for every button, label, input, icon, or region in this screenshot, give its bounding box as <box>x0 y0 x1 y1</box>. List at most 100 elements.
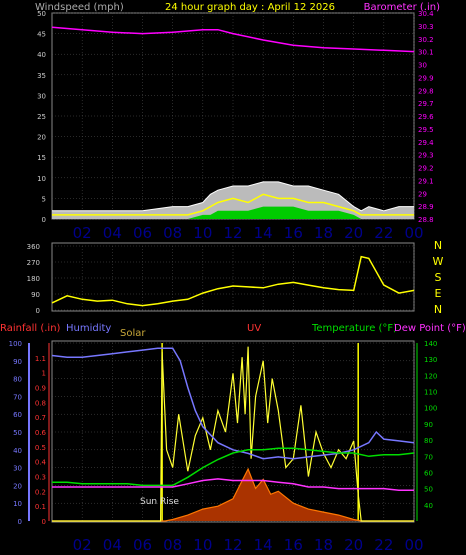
hour-tick-label: 14 <box>254 536 273 554</box>
temperature-tick-label: 140 <box>424 340 437 348</box>
windspeed-tick-label: 50 <box>37 10 46 18</box>
humidity-tick-label: 60 <box>13 411 22 419</box>
rainfall-tick-label: 0.2 <box>35 488 46 496</box>
temperature-tick-label: 80 <box>424 437 433 445</box>
rainfall-tick-label: 1 <box>42 370 46 378</box>
temperature-tick-label: 40 <box>424 502 433 510</box>
wind-gust-area <box>52 181 414 219</box>
wind-gust-line <box>52 181 414 212</box>
humidity-tick-label: 50 <box>13 429 22 437</box>
compass-label: N <box>434 239 442 252</box>
hour-tick-label: 20 <box>344 536 363 554</box>
direction-tick-label: 180 <box>27 275 40 283</box>
barometer-tick-label: 30.2 <box>418 36 434 44</box>
hour-tick-label: 10 <box>193 224 212 242</box>
hour-tick-label: 12 <box>223 536 242 554</box>
barometer-tick-label: 30 <box>418 62 427 70</box>
hour-tick-label: 06 <box>133 224 152 242</box>
barometer-tick-label: 29.7 <box>418 100 434 108</box>
rainfall-tick-label: 0.7 <box>35 414 46 422</box>
temperature-tick-label: 60 <box>424 469 433 477</box>
barometer-tick-label: 30.1 <box>418 49 434 57</box>
compass-label: N <box>434 303 442 316</box>
rainfall-tick-label: 0.6 <box>35 429 47 437</box>
hour-tick-label: 12 <box>223 224 242 242</box>
windspeed-tick-label: 0 <box>42 216 46 224</box>
barometer-line <box>51 26 415 53</box>
hour-tick-label: 22 <box>374 224 393 242</box>
hour-tick-label: 16 <box>284 536 303 554</box>
hour-tick-label: 18 <box>314 224 333 242</box>
barometer-axis-title: Barometer (.in) <box>364 2 440 13</box>
barometer-tick-label: 28.8 <box>418 216 434 224</box>
rainfall-tick-label: 0.1 <box>35 503 46 511</box>
rainfall-tick-label: 0.5 <box>35 444 46 452</box>
temperature-tick-label: 90 <box>424 421 433 429</box>
humidity-tick-label: 20 <box>13 482 22 490</box>
hour-tick-label: 14 <box>254 224 273 242</box>
humidity-tick-label: 40 <box>13 447 22 455</box>
windspeed-tick-label: 25 <box>37 113 46 121</box>
hour-tick-label: 06 <box>133 536 152 554</box>
windspeed-tick-label: 5 <box>42 195 46 203</box>
humidity-tick-label: 100 <box>9 340 22 348</box>
solar-legend-label: Solar <box>120 328 146 339</box>
barometer-tick-label: 29.2 <box>418 165 434 173</box>
climate-panel <box>51 340 415 523</box>
rainfall-tick-label: 0 <box>42 518 46 526</box>
windspeed-tick-label: 30 <box>37 92 46 100</box>
hour-tick-label: 08 <box>163 536 182 554</box>
hour-tick-label: 22 <box>374 536 393 554</box>
barometer-tick-label: 29 <box>418 190 427 198</box>
hour-tick-label: 00 <box>404 224 423 242</box>
windspeed-tick-label: 10 <box>37 175 46 183</box>
direction-tick-label: 0 <box>36 307 40 315</box>
wind-direction-line <box>51 255 415 307</box>
barometer-tick-label: 29.1 <box>418 177 434 185</box>
hour-tick-label: 10 <box>193 536 212 554</box>
rainfall-legend-label: Rainfall (.in) <box>0 323 61 334</box>
rainfall-tick-label: 1.1 <box>35 355 46 363</box>
barometer-tick-label: 30.4 <box>418 10 434 18</box>
humidity-tick-label: 0 <box>18 518 22 526</box>
temperature-tick-label: 100 <box>424 405 437 413</box>
temperature-tick-label: 50 <box>424 486 433 494</box>
barometer-tick-label: 29.8 <box>418 87 434 95</box>
dewpoint-line <box>52 478 414 492</box>
windspeed-axis-title: Windspeed (mph) <box>35 2 124 13</box>
hour-tick-label: 04 <box>103 224 122 242</box>
hour-tick-label: 16 <box>284 224 303 242</box>
hour-tick-label: 08 <box>163 224 182 242</box>
compass-label: W <box>433 255 444 268</box>
temperature-legend-label: Temperature (°F) <box>311 323 397 334</box>
compass-label: E <box>435 287 442 300</box>
windspeed-line <box>52 193 414 216</box>
windspeed-tick-label: 45 <box>37 31 46 39</box>
rainfall-tick-label: 0.9 <box>35 385 46 393</box>
humidity-line <box>51 347 415 460</box>
windspeed-tick-label: 35 <box>37 72 46 80</box>
barometer-tick-label: 29.4 <box>418 139 434 147</box>
barometer-tick-label: 29.6 <box>418 113 434 121</box>
temperature-tick-label: 120 <box>424 372 437 380</box>
direction-tick-label: 270 <box>27 259 40 267</box>
hour-tick-label: 04 <box>103 536 122 554</box>
barometer-tick-label: 29.9 <box>418 74 434 82</box>
humidity-tick-label: 10 <box>13 500 22 508</box>
humidity-tick-label: 70 <box>13 393 22 401</box>
temperature-tick-label: 70 <box>424 453 433 461</box>
rainfall-tick-label: 0.8 <box>35 399 46 407</box>
direction-tick-label: 360 <box>27 243 40 251</box>
direction-tick-label: 90 <box>31 291 40 299</box>
humidity-tick-label: 90 <box>13 358 22 366</box>
barometer-tick-label: 30.3 <box>418 23 434 31</box>
windspeed-tick-label: 20 <box>37 134 46 142</box>
solar-line <box>52 346 414 522</box>
compass-label: S <box>435 271 442 284</box>
windspeed-tick-label: 40 <box>37 51 46 59</box>
rainfall-tick-label: 0.4 <box>35 459 47 467</box>
rainfall-tick-label: 0.3 <box>35 474 46 482</box>
humidity-legend-label: Humidity <box>66 323 111 334</box>
hour-tick-label: 20 <box>344 224 363 242</box>
